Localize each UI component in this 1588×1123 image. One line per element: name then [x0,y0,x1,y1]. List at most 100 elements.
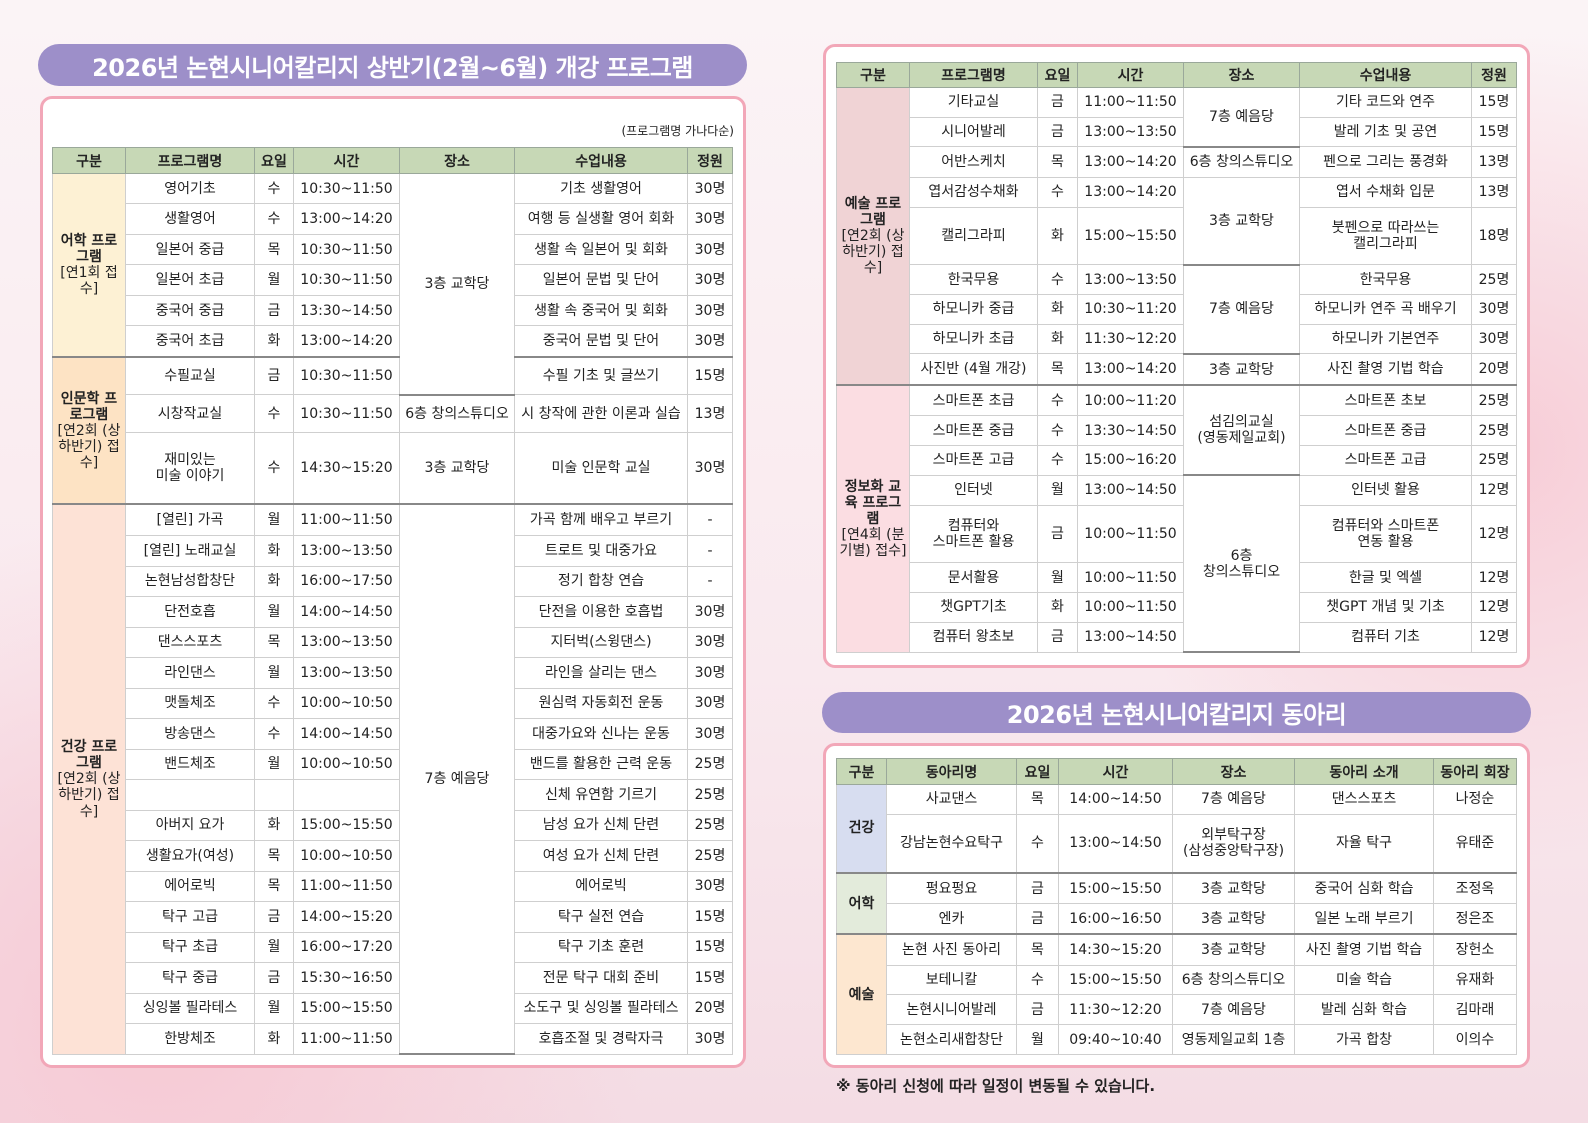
cell: 13:00~13:50 [293,535,400,567]
row: 시니어발레 금 13:00~13:50 발레 기초 및 공연 15명 [837,116,1517,148]
cell: 방송댄스 [125,718,255,750]
row: 엔카 금 16:00~16:50 3층 교학당 일본 노래 부르기 정은조 [837,903,1517,935]
cell: 목 [1037,353,1078,386]
cell: 재미있는 미술 이야기 [125,431,255,505]
cell: 생활요가(여성) [125,840,255,872]
cell: - [687,503,733,537]
cell: 14:30~15:20 [1058,933,1173,966]
header-cell: 프로그램명 [125,147,255,174]
cell: 7층 예음당 [1183,264,1300,355]
row: 건강 사교댄스 목 14:00~14:50 7층 예음당 댄스스포츠 나정순 [836,784,1517,874]
cell: 컴퓨터와 스마트폰 연동 활용 [1299,504,1472,564]
cell: 에어로빅 [514,870,688,903]
row: 문서활용 월 10:00~11:50 한글 및 엑셀 12명 [837,562,1517,593]
cell: 30명 [1471,294,1517,325]
cell: 가곡 함께 배우고 부르기 [514,503,688,537]
cell: 화 [254,325,294,358]
cell: 13:00~14:20 [293,203,400,235]
row: [열린] 노래교실 화 13:00~13:50 트로트 및 대중가요 - [53,535,733,567]
cell: 3층 교학당 [1172,903,1295,935]
cell: 10:30~11:50 [293,356,400,396]
header-cell: 시간 [1058,758,1173,785]
category-name: 인문학 프로그램 [60,390,118,423]
cell: 6층 창의스튜디오 [1183,146,1300,178]
header-cell: 요일 [254,147,294,174]
empty-cell [293,779,400,811]
row: 예술 논현 사진 동아리 목 14:30~15:20 3층 교학당 사진 촬영 기법 학습… [836,933,1517,1056]
cell: 30명 [687,233,733,266]
category-note: [연4회 (분기별) 접수] [839,527,907,560]
title-banner: 2026년 논현시니어칼리지 동아리 [822,692,1531,733]
cell: 생활 속 중국어 및 회화 [514,294,688,327]
title-banner: 2026년 논현시니어칼리지 상반기(2월~6월) 개강 프로그램 [38,44,747,86]
header-cell: 정원 [1471,62,1517,88]
cell: 인터넷 [909,474,1038,506]
cell: 밴드체조 [125,748,255,781]
category-cell: 예술 프로그램 [연2회 (상하반기) 접수] [836,87,910,386]
cell: 수 [254,172,294,205]
row: 중국어 초급 화 13:00~14:20 중국어 문법 및 단어 30명 [53,325,733,358]
header-cell: 구분 [836,62,910,88]
row: 일본어 중급 목 10:30~11:50 생활 속 일본어 및 회화 30명 [53,233,733,266]
cell: 가곡 합창 [1294,1024,1434,1055]
cell: 생활 속 일본어 및 회화 [514,233,688,266]
cell: 사진반 (4월 개강) [909,353,1038,386]
cell: 댄스스포츠 [1294,784,1434,815]
cell: 금 [1037,504,1078,564]
cell: 30명 [687,626,733,659]
row: 중국어 중급 금 13:30~14:50 생활 속 중국어 및 회화 30명 [53,294,733,327]
cell: 한국무용 [909,264,1038,296]
cell: 스마트폰 초급 [909,384,1038,417]
header-cell: 시간 [293,147,400,174]
row: 탁구 중급 금 15:30~16:50 전문 탁구 대회 준비 15명 [53,962,733,994]
cell: 13:00~13:50 [1077,116,1184,148]
cell: 캘리그라피 [909,206,1038,266]
cell: 30명 [687,687,733,720]
cell: 수 [1016,964,1059,996]
category-cell: 어학 프로그램 [연1회 접수] [52,173,126,358]
cell: 금 [254,962,294,994]
category-name: 정보화 교육 프로그램 [844,478,902,527]
empty-cell [254,779,294,811]
cell: 13:00~14:20 [1077,146,1184,178]
row: 탁구 고급 금 14:00~15:20 탁구 실전 연습 15명 [53,901,733,933]
footnote: ※ 동아리 신청에 따라 일정이 변동될 수 있습니다. [836,1077,1156,1095]
cell: 14:30~15:20 [293,431,400,505]
cell: 밴드를 활용한 근력 운동 [514,748,688,781]
header-cell: 프로그램명 [909,62,1038,88]
header-row: 구분 프로그램명 요일 시간 장소 수업내용 정원 [836,62,1517,88]
cell: 30명 [687,264,733,296]
cell: 월 [1016,1024,1059,1055]
cell: [열린] 가곡 [125,503,255,537]
cell: 30명 [687,870,733,903]
category-name: 예술 프로그램 [844,195,902,229]
cell: 25명 [687,809,733,842]
row: 챗GPT기초 화 10:00~11:50 챗GPT 개념 및 기초 12명 [837,591,1517,623]
cell: 대중가요와 신나는 운동 [514,718,688,750]
cell: 발레 기초 및 공연 [1299,116,1472,148]
cell: 김마래 [1433,994,1517,1026]
cell: 3층 교학당 [1172,933,1295,966]
cell: 여행 등 실생활 영어 회화 [514,203,688,235]
row: 탁구 초급 월 16:00~17:20 탁구 기초 훈련 15명 [53,931,733,964]
cell: 6층 창의스튜디오 [399,394,515,433]
cell: 붓펜으로 따라쓰는 캘리그라피 [1299,206,1472,266]
row: 논현소리새합창단 월 09:40~10:40 영동제일교회 1층 가곡 합창 이의수 [837,1024,1517,1055]
row: 컴퓨터 왕초보 금 13:00~14:50 컴퓨터 기초 12명 [837,621,1517,653]
row: 인문학 프로그램 [연2회 (상하반기) 접수] 수필교실 금 10:30~11:50 수… [52,356,733,505]
cell: 25명 [687,748,733,781]
cell: 12명 [1471,621,1517,653]
cell: 스마트폰 중급 [1299,415,1472,447]
row: 정보화 교육 프로그램 [연4회 (분기별) 접수] 스마트폰 초급 수 10:00~1… [836,384,1517,653]
cell: 중국어 문법 및 단어 [514,325,688,358]
cell: 강남논현수요탁구 [886,813,1017,874]
cell: 16:00~17:20 [293,931,400,964]
cell: 12명 [1471,591,1517,623]
program-table: 구분 프로그램명 요일 시간 장소 수업내용 정원 어학 프로그램 [연1회 접수] 영어기초 수 1… [52,147,733,1055]
cell: 목 [254,870,294,903]
cell: 3층 교학당 [399,172,515,396]
cell: 일본 노래 부르기 [1294,903,1434,935]
cell: 논현 사진 동아리 [886,933,1017,966]
cell: 인터넷 활용 [1299,474,1472,506]
